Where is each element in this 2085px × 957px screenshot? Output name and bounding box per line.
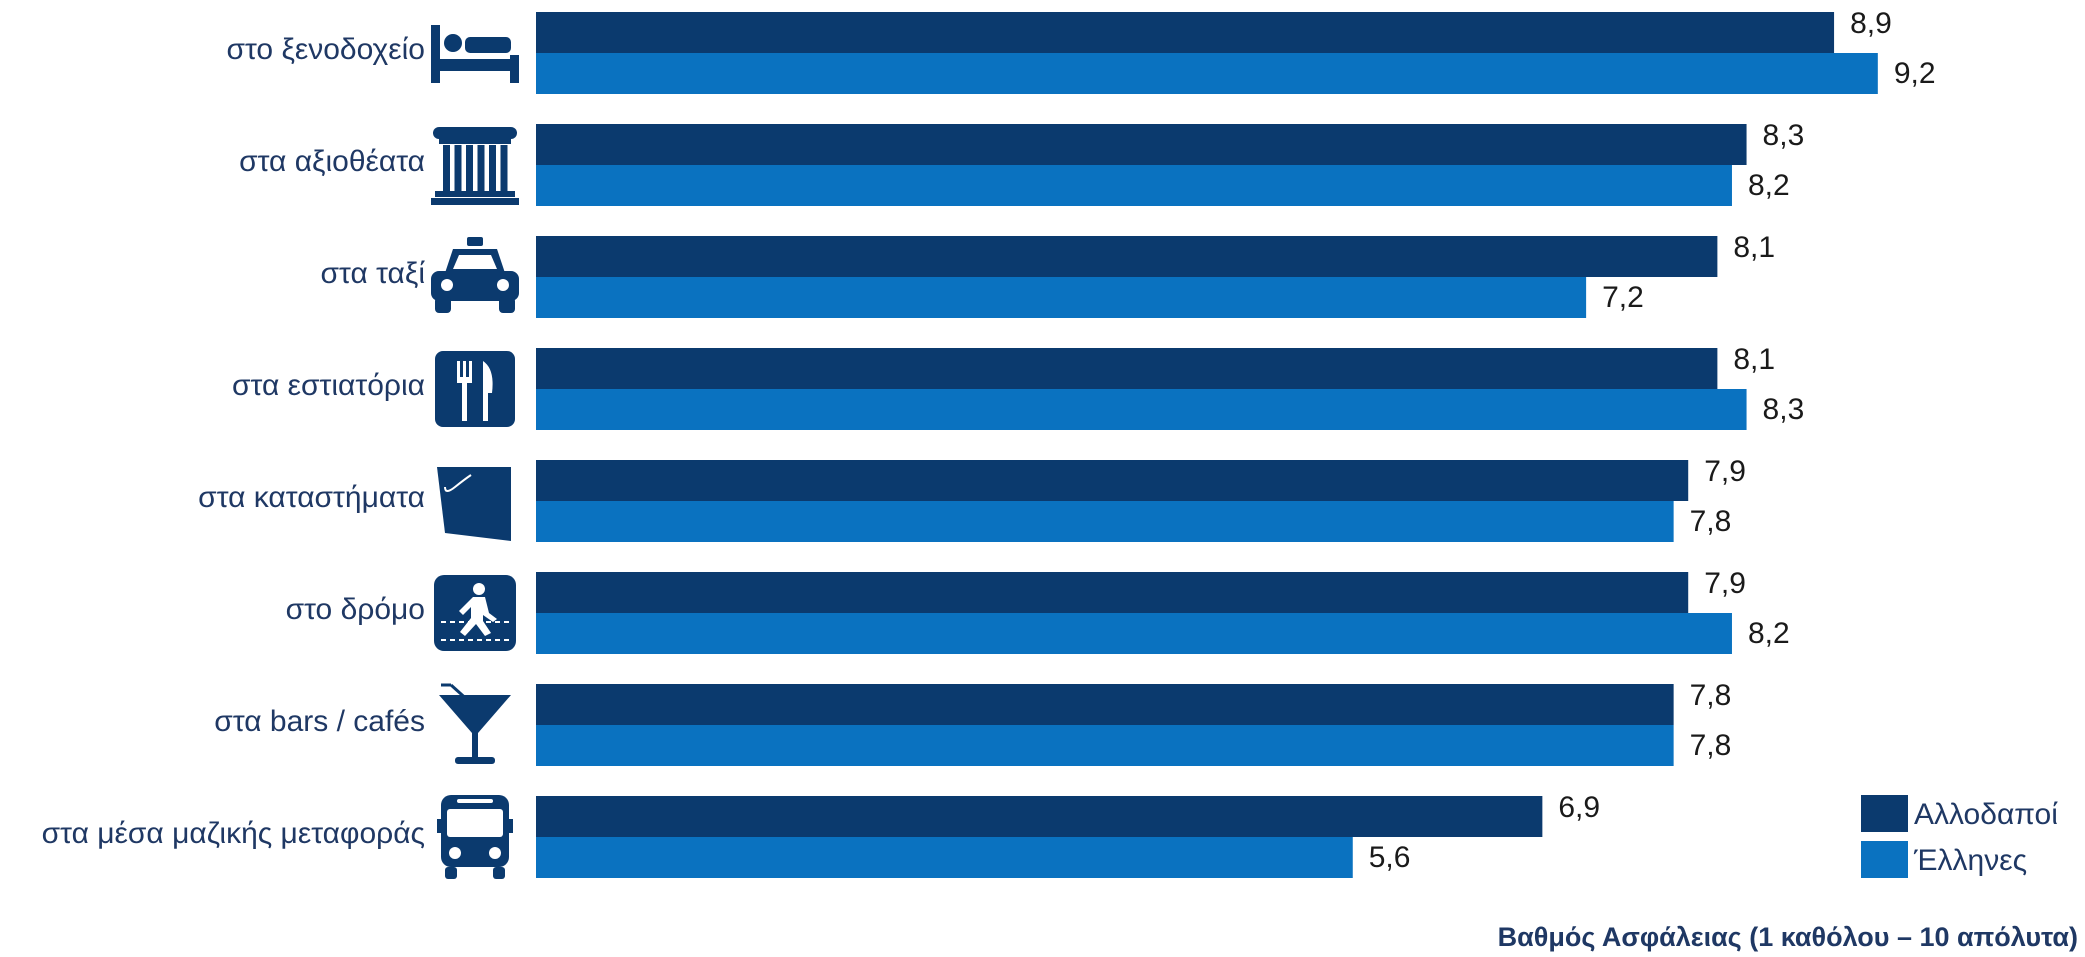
monument-column-icon	[431, 127, 519, 205]
cocktail-glass-icon	[439, 683, 511, 764]
pedestrian-crossing-icon	[434, 575, 516, 651]
value-label: 8,1	[1733, 231, 1775, 264]
value-label: 8,2	[1748, 169, 1790, 202]
value-label: 7,8	[1690, 679, 1732, 712]
value-label: 6,9	[1558, 791, 1600, 824]
bar-greek	[536, 389, 1747, 430]
legend-label: Αλλοδαποί	[1914, 798, 2058, 831]
value-label: 7,2	[1602, 281, 1644, 314]
legend-swatch	[1861, 795, 1908, 832]
hotel-bed-icon	[431, 25, 519, 83]
category-label: στα εστιατόρια	[232, 369, 425, 402]
bar-foreign	[536, 684, 1674, 725]
bar-greek	[536, 165, 1732, 206]
category-label: στα μέσα μαζικής μεταφοράς	[42, 817, 425, 850]
value-label: 7,9	[1704, 567, 1746, 600]
bar-foreign	[536, 572, 1689, 613]
category-label: στα bars / cafés	[214, 705, 425, 738]
category-icons	[431, 25, 519, 879]
value-label: 8,1	[1733, 343, 1775, 376]
shopping-bag-icon	[437, 467, 511, 541]
value-label: 8,2	[1748, 617, 1790, 650]
value-label: 8,3	[1763, 119, 1805, 152]
category-label: στο ξενοδοχείο	[226, 33, 425, 66]
legend-label: Έλληνες	[1913, 844, 2027, 877]
bar-greek	[536, 725, 1674, 766]
category-label: στα ταξί	[321, 257, 426, 290]
value-label: 5,6	[1369, 841, 1411, 874]
value-label: 8,3	[1763, 393, 1805, 426]
bus-icon	[437, 795, 513, 879]
value-label: 7,8	[1690, 729, 1732, 762]
bar-greek	[536, 277, 1587, 318]
legend: Αλλοδαποί Έλληνες	[1861, 795, 2058, 878]
legend-swatch	[1861, 841, 1908, 878]
restaurant-fork-knife-icon	[435, 351, 515, 427]
category-label: στα αξιοθέατα	[239, 145, 425, 178]
bar-foreign	[536, 796, 1543, 837]
category-labels: στο ξενοδοχείο στα αξιοθέατα στα ταξί στα ε…	[42, 33, 426, 850]
category-label: στα καταστήματα	[198, 481, 425, 514]
bar-greek	[536, 613, 1732, 654]
taxi-icon	[431, 237, 519, 313]
value-labels: 8,99,28,38,28,17,28,18,37,97,87,98,27,87…	[1369, 7, 1936, 874]
bar-foreign	[536, 124, 1747, 165]
x-axis-title: Βαθμός Ασφάλειας (1 καθόλου – 10 απόλυτα…	[1498, 922, 2078, 952]
value-label: 8,9	[1850, 7, 1892, 40]
bar-greek	[536, 837, 1353, 878]
bar-foreign	[536, 348, 1718, 389]
value-label: 9,2	[1894, 57, 1936, 90]
bar-foreign	[536, 12, 1835, 53]
value-label: 7,8	[1690, 505, 1732, 538]
bar-greek	[536, 53, 1878, 94]
category-label: στο δρόμο	[286, 593, 425, 626]
bar-greek	[536, 501, 1674, 542]
bar-foreign	[536, 460, 1689, 501]
bar-foreign	[536, 236, 1718, 277]
bars	[536, 12, 1878, 878]
value-label: 7,9	[1704, 455, 1746, 488]
